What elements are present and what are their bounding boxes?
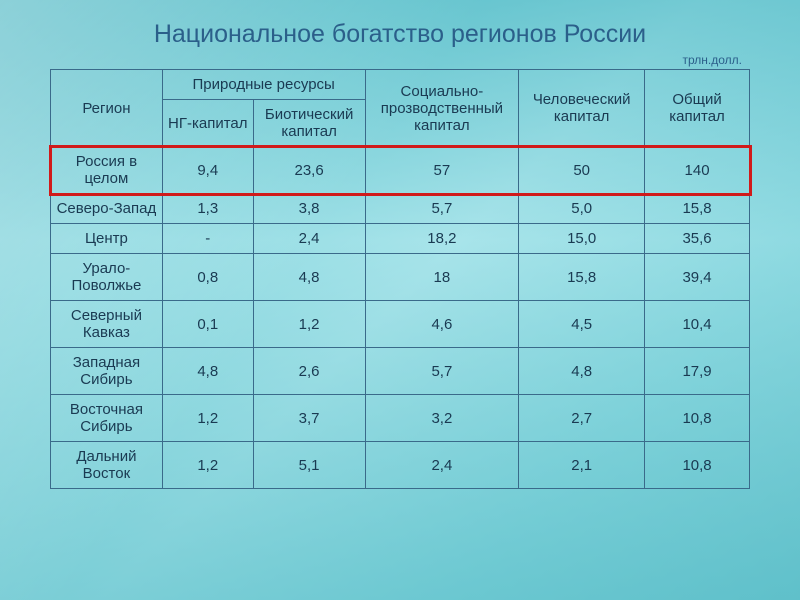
cell-total-capital: 15,8 xyxy=(645,194,750,224)
cell-human-capital: 4,5 xyxy=(519,301,645,348)
cell-biotic-capital: 23,6 xyxy=(253,147,365,194)
col-region: Регион xyxy=(51,70,163,147)
cell-total-capital: 140 xyxy=(645,147,750,194)
cell-biotic-capital: 4,8 xyxy=(253,254,365,301)
cell-human-capital: 15,8 xyxy=(519,254,645,301)
cell-social-prod-capital: 5,7 xyxy=(365,348,519,395)
cell-human-capital: 5,0 xyxy=(519,194,645,224)
cell-human-capital: 50 xyxy=(519,147,645,194)
cell-social-prod-capital: 18,2 xyxy=(365,224,519,254)
cell-region: Северо-Запад xyxy=(51,194,163,224)
table-row: Северный Кавказ0,11,24,64,510,4 xyxy=(51,301,750,348)
cell-human-capital: 4,8 xyxy=(519,348,645,395)
col-human-capital: Человеческий капитал xyxy=(519,70,645,147)
cell-social-prod-capital: 5,7 xyxy=(365,194,519,224)
cell-region: Восточная Сибирь xyxy=(51,395,163,442)
col-biotic-capital: Биотический капитал xyxy=(253,100,365,147)
col-total-capital: Общий капитал xyxy=(645,70,750,147)
cell-biotic-capital: 3,8 xyxy=(253,194,365,224)
cell-ng-capital: 1,3 xyxy=(162,194,253,224)
cell-total-capital: 39,4 xyxy=(645,254,750,301)
page-title: Национальное богатство регионов России xyxy=(50,20,750,49)
cell-region: Россия в целом xyxy=(51,147,163,194)
table-row: Северо-Запад1,33,85,75,015,8 xyxy=(51,194,750,224)
table-row: Восточная Сибирь1,23,73,22,710,8 xyxy=(51,395,750,442)
cell-total-capital: 10,4 xyxy=(645,301,750,348)
cell-biotic-capital: 5,1 xyxy=(253,442,365,489)
cell-region: Северный Кавказ xyxy=(51,301,163,348)
cell-total-capital: 10,8 xyxy=(645,395,750,442)
cell-ng-capital: 1,2 xyxy=(162,442,253,489)
cell-region: Западная Сибирь xyxy=(51,348,163,395)
cell-total-capital: 17,9 xyxy=(645,348,750,395)
cell-social-prod-capital: 57 xyxy=(365,147,519,194)
cell-social-prod-capital: 2,4 xyxy=(365,442,519,489)
col-ng-capital: НГ-капитал xyxy=(162,100,253,147)
cell-ng-capital: 0,8 xyxy=(162,254,253,301)
wealth-table: Регион Природные ресурсы Социально-прозв… xyxy=(50,69,750,489)
cell-region: Дальний Восток xyxy=(51,442,163,489)
cell-biotic-capital: 1,2 xyxy=(253,301,365,348)
col-social-prod-capital: Социально-прозводственный капитал xyxy=(365,70,519,147)
cell-biotic-capital: 3,7 xyxy=(253,395,365,442)
cell-total-capital: 10,8 xyxy=(645,442,750,489)
cell-biotic-capital: 2,6 xyxy=(253,348,365,395)
table-row: Урало-Поволжье0,84,81815,839,4 xyxy=(51,254,750,301)
cell-social-prod-capital: 3,2 xyxy=(365,395,519,442)
cell-ng-capital: 9,4 xyxy=(162,147,253,194)
cell-total-capital: 35,6 xyxy=(645,224,750,254)
col-natural-resources: Природные ресурсы xyxy=(162,70,365,100)
cell-ng-capital: 1,2 xyxy=(162,395,253,442)
cell-ng-capital: 4,8 xyxy=(162,348,253,395)
table-row: Центр-2,418,215,035,6 xyxy=(51,224,750,254)
cell-social-prod-capital: 4,6 xyxy=(365,301,519,348)
cell-biotic-capital: 2,4 xyxy=(253,224,365,254)
cell-social-prod-capital: 18 xyxy=(365,254,519,301)
cell-region: Урало-Поволжье xyxy=(51,254,163,301)
cell-region: Центр xyxy=(51,224,163,254)
cell-human-capital: 2,1 xyxy=(519,442,645,489)
table-row: Россия в целом9,423,65750140 xyxy=(51,147,750,194)
unit-label: трлн.долл. xyxy=(50,53,750,67)
table-row: Западная Сибирь4,82,65,74,817,9 xyxy=(51,348,750,395)
cell-ng-capital: 0,1 xyxy=(162,301,253,348)
cell-human-capital: 2,7 xyxy=(519,395,645,442)
cell-human-capital: 15,0 xyxy=(519,224,645,254)
table-row: Дальний Восток1,25,12,42,110,8 xyxy=(51,442,750,489)
table-body: Россия в целом9,423,65750140Северо-Запад… xyxy=(51,147,750,489)
cell-ng-capital: - xyxy=(162,224,253,254)
